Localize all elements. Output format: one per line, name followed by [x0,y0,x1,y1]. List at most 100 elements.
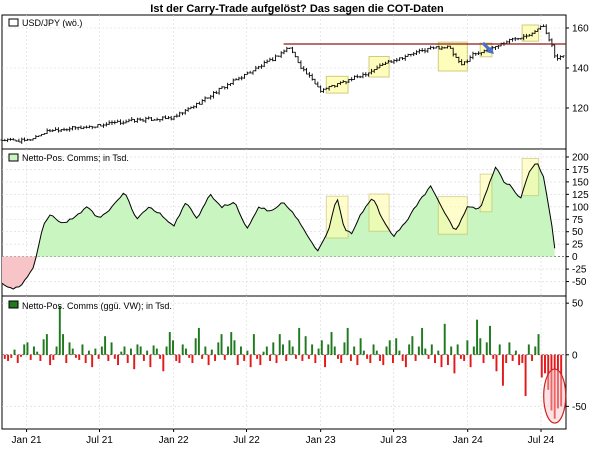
price-highlight-box [521,24,540,42]
y-tick-label: 0 [572,350,578,361]
weekly-change-bar-negative [29,354,32,360]
y-tick-label: -50 [572,402,587,413]
weekly-change-bar-negative [65,354,68,364]
weekly-change-bar-negative [97,354,100,359]
weekly-change-bar-positive [68,342,71,355]
weekly-change-bar-positive [246,350,249,355]
weekly-change-bar-positive [81,344,84,355]
y-tick-label: 50 [572,299,584,310]
weekly-change-bar-positive [120,351,123,355]
net-position-legend-swatch [8,153,19,162]
net-position-legend-label: Netto-Pos. Comms; in Tsd. [22,153,129,163]
weekly-change-bar-negative [391,354,394,364]
y-tick-label: 160 [572,24,589,35]
weekly-change-bar-negative [249,354,252,368]
weekly-change-bar-negative [556,354,559,409]
weekly-change-bar-positive [55,346,58,355]
weekly-change-bar-negative [159,354,162,359]
weekly-change-bar-negative [382,354,385,366]
net-position-legend: Netto-Pos. Comms; in Tsd. [8,153,129,163]
weekly-change-bar-negative [301,354,304,361]
weekly-change-bar-negative [223,354,226,360]
weekly-change-bar-negative [285,354,288,361]
weekly-change-bar-negative [518,354,521,366]
y-tick-label: 0 [572,252,578,263]
weekly-change-bar-positive [94,348,97,355]
weekly-change-bar-positive [456,344,459,355]
weekly-change-bar-positive [13,349,16,355]
y-tick-label: -25 [572,265,587,276]
weekly-change-bar-negative [469,354,472,368]
weekly-change-legend-label: Netto-Pos. Comms (ggü. VW); in Tsd. [22,301,172,311]
weekly-change-bar-negative [540,354,543,378]
weekly-change-bar-positive [230,332,233,355]
weekly-change-bar-positive [411,336,414,355]
weekly-change-bar-positive [372,344,375,355]
weekly-change-bar-negative [505,354,508,364]
weekly-change-bar-positive [417,346,420,355]
weekly-change-bar-positive [317,348,320,355]
weekly-change-bar-negative [414,354,417,361]
weekly-change-bar-positive [359,338,362,355]
weekly-change-bar-positive [362,350,365,355]
weekly-change-bar-positive [311,344,314,355]
x-tick-label: Jan 22 [159,435,189,446]
weekly-change-bar-positive [172,340,174,355]
weekly-change-bar-positive [136,344,139,355]
weekly-change-bar-negative [275,354,278,364]
weekly-change-bar-negative [133,354,136,370]
weekly-change-bar-negative [294,354,297,359]
weekly-change-bar-positive [181,344,184,355]
weekly-change-bar-positive [320,340,323,355]
weekly-change-bar-negative [463,354,466,361]
weekly-change-bar-negative [307,354,310,359]
weekly-change-bar-positive [204,346,207,355]
weekly-change-bar-positive [388,340,391,355]
weekly-change-bar-positive [437,350,440,355]
weekly-change-bar-positive [220,334,223,355]
weekly-change-bar-positive [498,344,501,355]
weekly-change-bar-positive [58,306,61,355]
weekly-change-bar-positive [227,346,229,355]
weekly-change-bar-positive [346,327,349,355]
weekly-change-bar-positive [146,350,149,355]
weekly-change-bar-negative [521,354,524,364]
x-tick-label: Jan 24 [453,435,483,446]
weekly-change-bar-negative [75,354,77,358]
arrow-head [485,46,494,54]
weekly-change-bar-positive [26,342,29,355]
weekly-change-bar-positive [479,338,482,355]
weekly-change-bar-negative [39,354,42,361]
weekly-change-bar-positive [71,348,74,355]
weekly-change-bar-negative [547,354,550,390]
x-tick-label: Jan 23 [306,435,336,446]
weekly-change-bar-positive [210,349,213,355]
weekly-change-bar-positive [155,348,158,355]
weekly-change-bar-positive [443,323,446,355]
weekly-change-bar-positive [123,346,126,355]
weekly-change-bar-negative [20,354,22,357]
weekly-change-bar-negative [3,354,6,359]
weekly-change-bar-negative [531,354,534,361]
weekly-change-bar-positive [62,334,65,355]
weekly-change-bar-negative [560,354,563,407]
weekly-change-legend-swatch [8,300,19,309]
weekly-change-bar-positive [252,334,255,355]
weekly-change-bar-positive [184,348,187,355]
weekly-change-bar-negative [369,354,372,364]
weekly-change-bar-negative [214,354,217,361]
highlight-ellipse [543,368,567,424]
weekly-change-bar-negative [434,354,436,364]
weekly-change-bar-negative [201,354,204,359]
price-ohlc-bars [0,24,565,144]
weekly-change-bar-negative [379,354,382,361]
price-panel-frame [1,14,567,150]
weekly-change-bar-negative [113,354,116,359]
weekly-change-bar-negative [349,354,352,361]
weekly-change-bar-positive [327,344,330,355]
weekly-change-bar-positive [424,348,427,355]
net-position-positive-area [2,163,555,257]
weekly-change-bar-negative [524,354,527,397]
weekly-change-bar-negative [446,354,449,366]
x-axis: Jan 21 Jul 21 Jan 22 Jul 22 Jan 23 Jul 23 Jan … [12,429,555,446]
